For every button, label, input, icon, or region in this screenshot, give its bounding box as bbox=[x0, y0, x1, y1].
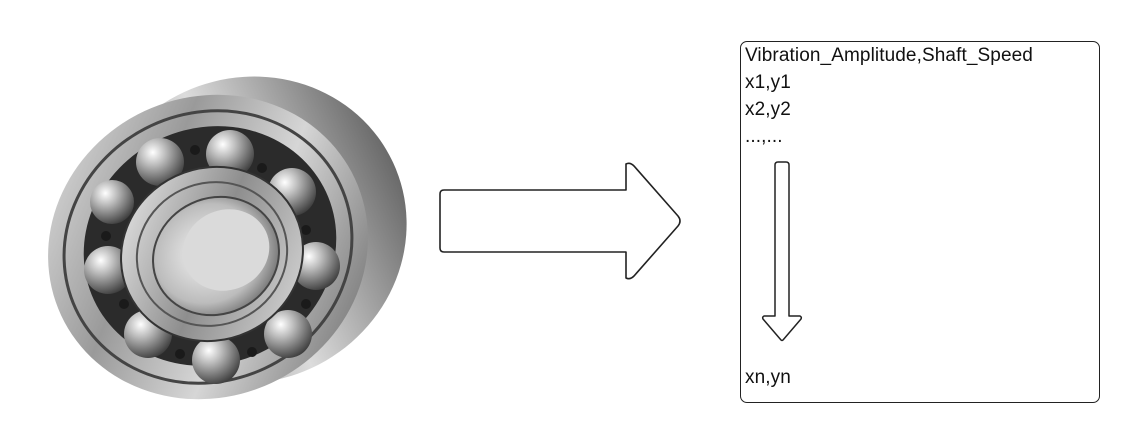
csv-header: Vibration_Amplitude,Shaft_Speed bbox=[745, 45, 1033, 66]
csv-row: x1,y1 bbox=[745, 72, 791, 93]
csv-row-ellipsis: ...,... bbox=[745, 126, 783, 147]
ball-bearing-image bbox=[48, 76, 407, 400]
right-arrow-icon bbox=[439, 162, 681, 280]
bearing-balls bbox=[84, 130, 340, 384]
csv-data-box: Vibration_Amplitude,Shaft_Speed x1,y1 x2… bbox=[740, 41, 1100, 403]
csv-row: x2,y2 bbox=[745, 99, 791, 120]
down-arrow-icon bbox=[761, 161, 803, 342]
csv-last-row: xn,yn bbox=[745, 367, 791, 388]
